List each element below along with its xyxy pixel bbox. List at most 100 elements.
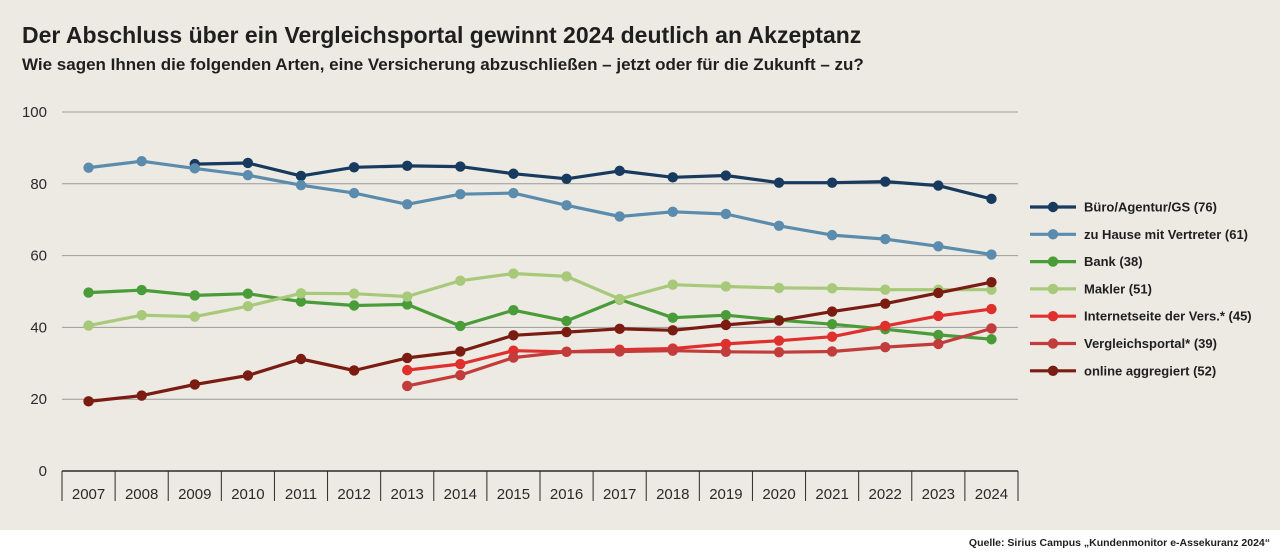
data-point: [773, 346, 785, 358]
data-point: [83, 320, 94, 331]
data-point: [933, 329, 944, 341]
data-point: [614, 323, 625, 335]
y-tick-label: 0: [39, 463, 47, 480]
x-tick-label: 2010: [231, 486, 264, 503]
data-point: [561, 271, 572, 282]
data-point: [720, 319, 732, 331]
data-point: [455, 189, 466, 200]
data-point: [773, 282, 785, 294]
data-point: [402, 352, 413, 364]
legend-swatch-marker: [1047, 338, 1059, 349]
data-point: [348, 365, 360, 376]
data-point: [933, 241, 944, 252]
y-tick-label: 40: [30, 319, 47, 336]
data-point: [614, 346, 625, 357]
data-point: [295, 296, 307, 307]
data-point: [402, 160, 413, 172]
data-point: [508, 187, 519, 199]
data-point: [986, 284, 997, 295]
data-point: [83, 287, 94, 298]
series-line: [86, 288, 994, 341]
y-tick-label: 60: [30, 248, 47, 265]
data-point: [720, 170, 732, 181]
data-point: [720, 208, 732, 220]
data-point: [986, 193, 997, 205]
legend-label: Büro/Agentur/GS (76): [1084, 200, 1217, 215]
series-line: [193, 161, 994, 201]
x-tick-label: 2009: [178, 486, 211, 503]
data-point: [986, 249, 997, 260]
line-chart: 0 20 40 60 80 100 2007 2008 2009 2010 2011 2012 2013…: [22, 104, 1252, 503]
legend-label: Bank (38): [1084, 254, 1143, 269]
data-point: [667, 279, 678, 290]
series-line: [86, 159, 994, 257]
data-point: [402, 380, 413, 392]
legend-label: Makler (51): [1084, 281, 1152, 296]
data-point: [986, 323, 997, 334]
data-point: [826, 306, 838, 317]
data-point: [720, 309, 732, 321]
data-point: [348, 288, 360, 299]
data-point: [189, 311, 200, 322]
data-point: [136, 309, 147, 321]
chart-panel: [0, 0, 1280, 530]
x-tick-label: 2011: [285, 486, 317, 503]
data-point: [614, 211, 625, 222]
data-point: [773, 220, 785, 232]
x-tick-label: 2021: [815, 486, 848, 503]
data-point: [508, 330, 519, 341]
x-tick-label: 2014: [444, 486, 477, 503]
data-point: [508, 168, 519, 179]
x-tick-label: 2007: [72, 486, 105, 503]
data-point: [773, 177, 785, 188]
data-point: [295, 180, 307, 191]
series-line: [405, 307, 994, 372]
data-point: [667, 312, 678, 323]
x-tick-label: 2020: [762, 486, 795, 503]
data-point: [455, 320, 466, 332]
data-point: [348, 187, 360, 199]
x-tick-label: 2008: [125, 486, 158, 503]
legend-swatch-marker: [1047, 311, 1059, 322]
data-point: [83, 396, 94, 407]
data-point: [455, 275, 466, 286]
data-point: [455, 346, 466, 357]
source-note: Quelle: Sirius Campus „Kundenmonitor e-A…: [968, 537, 1270, 549]
data-point: [508, 268, 519, 279]
data-point: [455, 358, 466, 370]
data-point: [83, 162, 94, 173]
data-point: [986, 334, 997, 345]
data-point: [933, 310, 944, 322]
data-point: [295, 170, 307, 182]
data-point: [667, 172, 678, 183]
chart-subtitle: Wie sagen Ihnen die folgenden Arten, ein…: [22, 55, 864, 74]
legend-swatch-marker: [1047, 365, 1059, 376]
x-tick-label: 2019: [709, 486, 742, 503]
data-point: [720, 338, 732, 350]
data-point: [933, 338, 944, 350]
data-point: [136, 155, 147, 167]
y-tick-label: 80: [30, 176, 47, 193]
legend-label: Internetseite der Vers.* (45): [1084, 309, 1252, 324]
data-point: [880, 176, 891, 187]
data-point: [242, 157, 254, 169]
data-point: [720, 281, 732, 292]
x-tick-label: 2012: [337, 486, 370, 503]
data-point: [242, 370, 254, 381]
data-point: [508, 304, 519, 316]
legend-label: zu Hause mit Vertreter (61): [1084, 227, 1248, 242]
data-point: [880, 284, 891, 295]
data-point: [826, 331, 838, 342]
chart-title: Der Abschluss über ein Vergleichsportal …: [22, 22, 862, 48]
data-point: [561, 315, 572, 327]
data-point: [189, 290, 200, 301]
legend-label: online aggregiert (52): [1084, 363, 1216, 378]
x-tick-label: 2017: [603, 486, 636, 503]
legend-swatch-marker: [1047, 229, 1059, 240]
data-point: [242, 288, 254, 299]
x-tick-label: 2013: [391, 486, 424, 503]
data-point: [295, 288, 307, 299]
data-point: [986, 276, 997, 288]
data-point: [933, 180, 944, 191]
